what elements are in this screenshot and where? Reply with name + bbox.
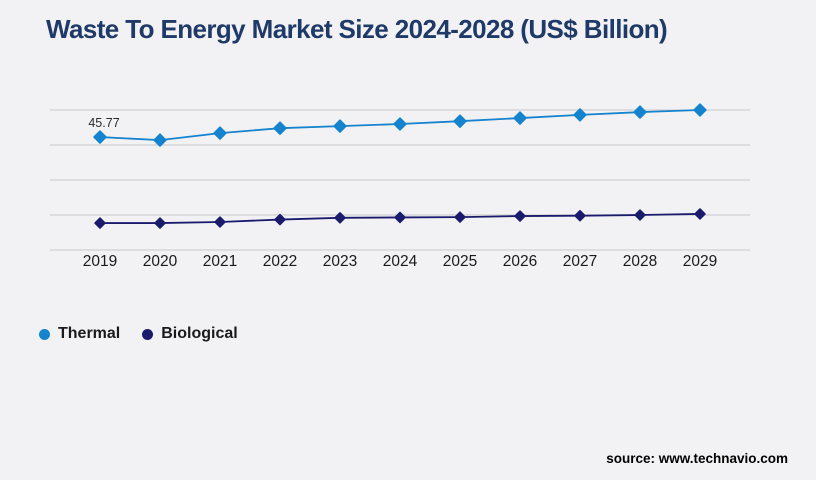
data-label: 45.77 [88,116,119,130]
legend-label-biological: Biological [161,325,238,342]
data-point-thermal [273,121,287,135]
x-tick-label: 2028 [623,253,657,270]
data-point-thermal [693,103,707,117]
x-tick-label: 2024 [383,253,418,270]
legend-label-thermal: Thermal [58,325,121,342]
data-point-biological [694,208,706,220]
x-tick-label: 2022 [263,253,297,270]
x-tick-label: 2020 [143,253,178,270]
data-point-biological [334,212,346,224]
source-attribution: source: www.technavio.com [606,451,788,466]
biological-series-dot-icon [142,328,154,340]
x-tick-label: 2025 [443,253,477,270]
x-tick-label: 2026 [503,253,537,270]
data-point-biological [154,217,166,229]
data-point-biological [634,209,646,221]
x-tick-label: 2023 [323,253,357,270]
data-point-thermal [573,108,587,122]
data-point-biological [514,210,526,222]
chart-title: Waste To Energy Market Size 2024-2028 (U… [46,14,668,44]
legend: Thermal Biological [39,325,238,343]
data-point-thermal [333,119,347,133]
data-point-thermal [453,114,467,128]
data-point-biological [454,211,466,223]
legend-item-thermal: Thermal [39,325,120,343]
x-tick-label: 2029 [683,253,717,270]
x-tick-label: 2019 [83,253,117,270]
data-point-thermal [513,111,527,125]
data-point-biological [94,217,106,229]
data-point-thermal [213,126,227,140]
data-point-biological [574,209,586,222]
data-point-biological [214,216,226,228]
data-point-thermal [633,105,647,119]
data-point-biological [274,213,286,226]
x-tick-label: 2027 [563,253,597,270]
data-point-thermal [393,117,407,131]
data-point-thermal [153,133,167,147]
thermal-series-dot-icon [39,328,50,340]
data-point-biological [394,211,406,224]
x-tick-label: 2021 [203,253,237,270]
data-point-thermal [93,130,107,144]
legend-item-biological: Biological [142,325,238,343]
